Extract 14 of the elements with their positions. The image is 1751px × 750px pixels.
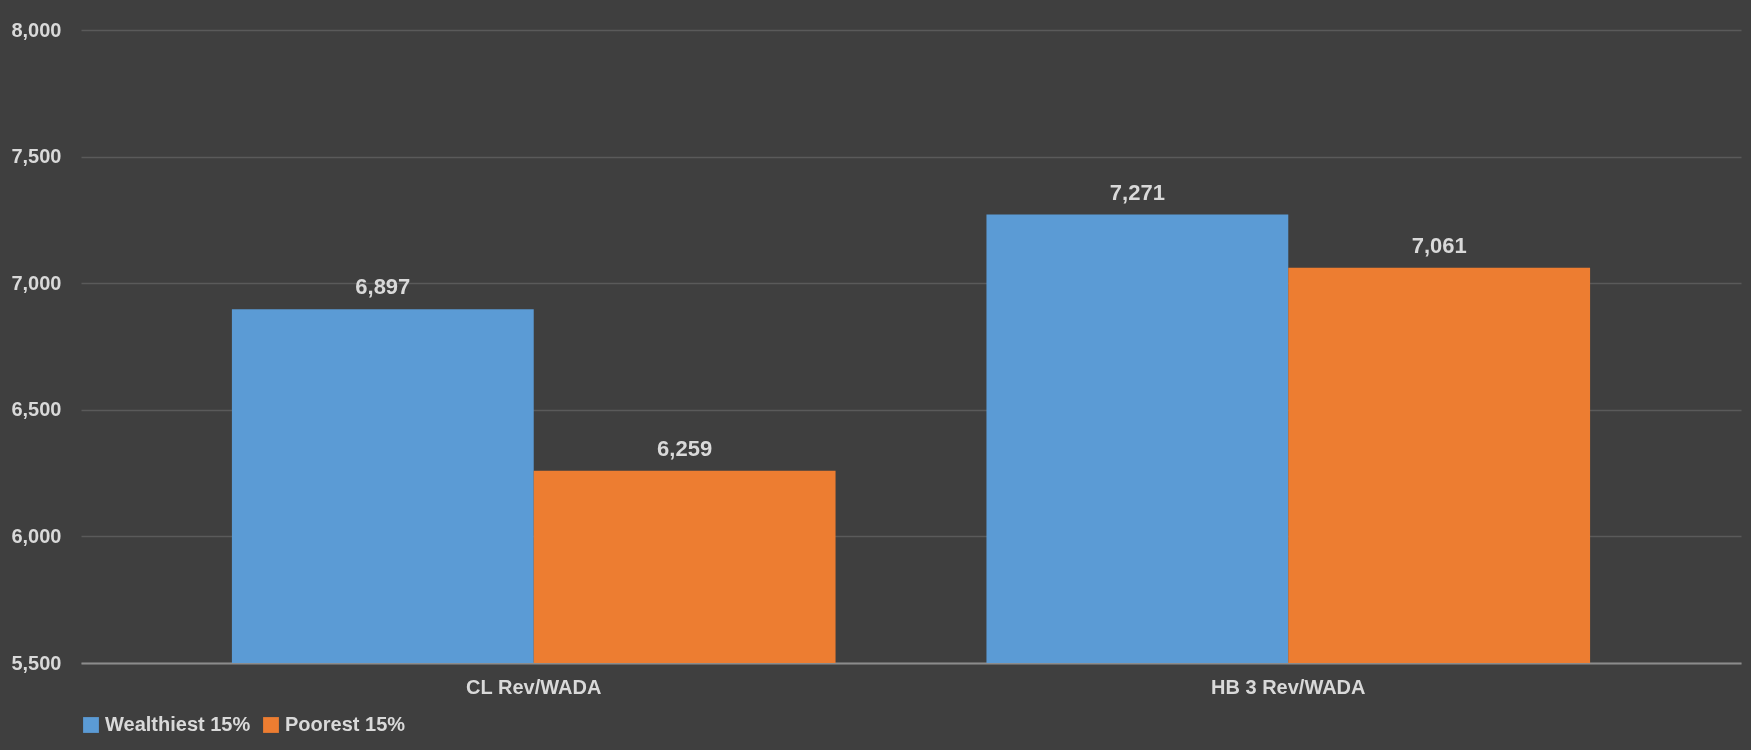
data-label: 6,259 xyxy=(657,435,713,461)
data-label: 7,061 xyxy=(1411,232,1467,258)
y-tick-label: 5,500 xyxy=(11,651,62,674)
x-tick-label: CL Rev/WADA xyxy=(466,675,602,698)
data-label: 7,271 xyxy=(1109,179,1165,205)
x-tick-label: HB 3 Rev/WADA xyxy=(1211,675,1366,698)
y-tick-label: 6,000 xyxy=(11,524,62,547)
y-tick-label: 7,000 xyxy=(11,271,62,294)
data-label: 6,897 xyxy=(355,274,411,300)
y-tick-label: 6,500 xyxy=(11,398,62,421)
y-tick-label: 8,000 xyxy=(11,18,62,41)
legend-label: Wealthiest 15% xyxy=(105,713,251,735)
y-tick-label: 7,500 xyxy=(11,145,62,168)
legend-label: Poorest 15% xyxy=(285,713,406,735)
